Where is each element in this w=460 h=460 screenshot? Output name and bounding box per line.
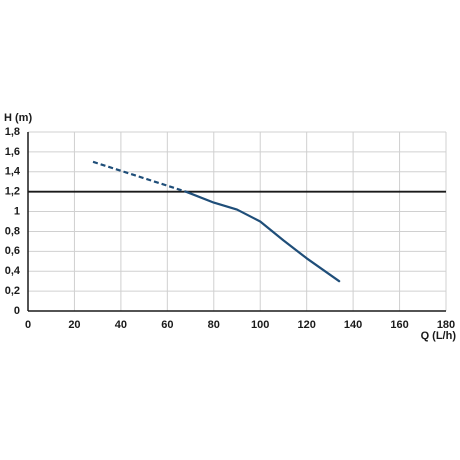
y-tick-label: 0 [14,305,20,317]
x-axis-label: Q (L/h) [421,330,457,342]
y-tick-label: 1,6 [5,146,20,158]
y-tick-label: 1,2 [5,186,20,198]
y-tick-label: 1,4 [5,166,21,178]
y-axis-label: H (m) [4,112,32,124]
x-tick-label: 140 [344,319,362,331]
x-tick-label: 80 [208,319,220,331]
x-tick-label: 120 [297,319,315,331]
y-tick-label: 1 [14,205,20,217]
y-tick-label: 0,2 [5,285,20,297]
y-tick-label: 1,8 [5,126,20,138]
y-tick-label: 0,4 [5,265,21,277]
x-tick-label: 0 [25,319,31,331]
x-tick-label: 160 [390,319,408,331]
x-tick-label: 100 [251,319,269,331]
x-tick-label: 60 [161,319,173,331]
x-tick-label: 180 [437,319,455,331]
y-tick-label: 0,6 [5,245,20,257]
curve [92,160,187,193]
curve [184,190,341,283]
x-tick-label: 20 [68,319,80,331]
x-tick-label: 40 [115,319,127,331]
y-tick-label: 0,8 [5,225,20,237]
